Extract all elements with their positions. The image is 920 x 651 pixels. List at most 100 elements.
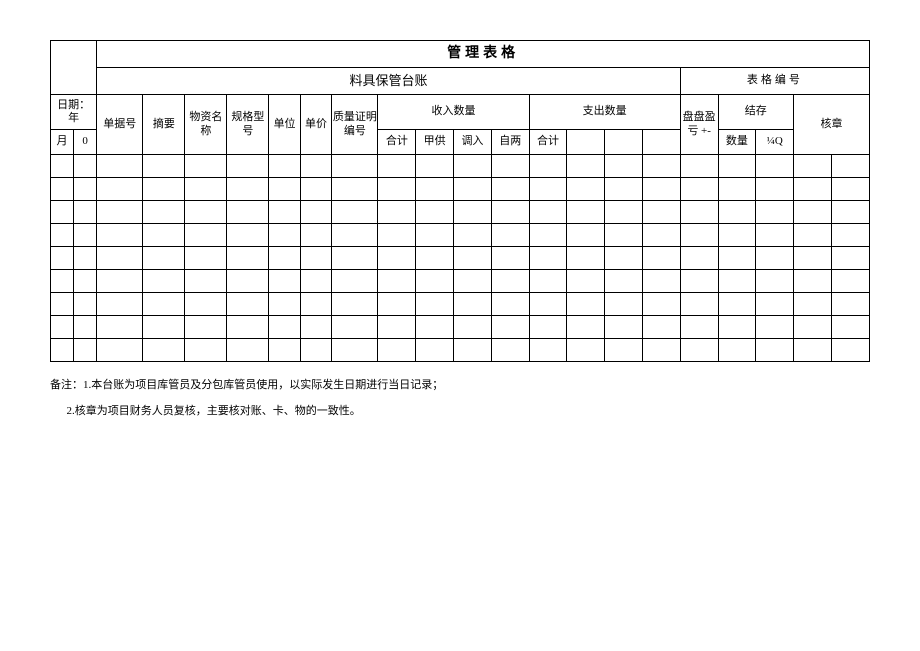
table-cell — [454, 293, 492, 316]
table-cell — [227, 224, 269, 247]
table-cell — [416, 201, 454, 224]
check-stamp-header: 核章 — [794, 95, 870, 155]
table-cell — [794, 339, 832, 362]
table-cell — [185, 247, 227, 270]
table-cell — [97, 155, 143, 178]
month-header: 月 — [51, 130, 74, 155]
table-row — [51, 155, 870, 178]
income-total-header: 合计 — [378, 130, 416, 155]
table-cell — [269, 178, 300, 201]
table-cell — [378, 178, 416, 201]
table-cell — [454, 339, 492, 362]
table-cell — [831, 178, 869, 201]
table-cell — [143, 224, 185, 247]
table-cell — [269, 224, 300, 247]
note-line-1: 1.本台账为项目库管员及分包库管员使用，以实际发生日期进行当日记录； — [83, 379, 443, 391]
table-cell — [794, 270, 832, 293]
table-cell — [605, 155, 643, 178]
table-cell — [300, 339, 331, 362]
unit-header: 单位 — [269, 95, 300, 155]
table-cell — [831, 339, 869, 362]
table-cell — [416, 247, 454, 270]
table-cell — [794, 247, 832, 270]
table-cell — [51, 270, 74, 293]
table-cell — [794, 224, 832, 247]
table-cell — [74, 224, 97, 247]
table-cell — [185, 224, 227, 247]
table-cell — [567, 178, 605, 201]
table-cell — [454, 178, 492, 201]
table-cell — [378, 339, 416, 362]
table-cell — [680, 293, 718, 316]
table-cell — [718, 224, 756, 247]
table-cell — [642, 247, 680, 270]
table-cell — [227, 339, 269, 362]
table-cell — [567, 224, 605, 247]
table-cell — [269, 293, 300, 316]
table-cell — [378, 224, 416, 247]
table-cell — [74, 339, 97, 362]
table-cell — [491, 316, 529, 339]
table-cell — [269, 270, 300, 293]
table-row — [51, 178, 870, 201]
table-cell — [454, 201, 492, 224]
table-cell — [378, 155, 416, 178]
expend-sub2-header — [605, 130, 643, 155]
table-cell — [756, 339, 794, 362]
table-cell — [529, 270, 567, 293]
table-cell — [831, 270, 869, 293]
table-cell — [831, 293, 869, 316]
table-cell — [378, 201, 416, 224]
table-cell — [605, 270, 643, 293]
table-cell — [300, 316, 331, 339]
table-cell — [51, 293, 74, 316]
balance-amount-header: ¼Q — [756, 130, 794, 155]
table-cell — [416, 178, 454, 201]
table-cell — [143, 201, 185, 224]
table-cell — [831, 247, 869, 270]
table-cell — [51, 339, 74, 362]
table-cell — [756, 178, 794, 201]
income-provided-header: 甲供 — [416, 130, 454, 155]
table-cell — [605, 339, 643, 362]
table-cell — [269, 155, 300, 178]
table-cell — [300, 155, 331, 178]
table-cell — [794, 155, 832, 178]
table-cell — [567, 247, 605, 270]
table-cell — [185, 316, 227, 339]
table-cell — [529, 339, 567, 362]
table-cell — [567, 339, 605, 362]
table-cell — [756, 201, 794, 224]
table-cell — [416, 155, 454, 178]
blank-corner — [51, 41, 97, 95]
table-row — [51, 247, 870, 270]
table-cell — [269, 201, 300, 224]
table-cell — [332, 293, 378, 316]
table-cell — [454, 247, 492, 270]
table-cell — [97, 201, 143, 224]
table-cell — [794, 178, 832, 201]
table-cell — [74, 178, 97, 201]
table-cell — [227, 155, 269, 178]
subtitle-row: 料具保管台账 表格编号 — [51, 68, 870, 95]
table-cell — [831, 155, 869, 178]
table-row — [51, 270, 870, 293]
summary-header: 摘要 — [143, 95, 185, 155]
table-cell — [51, 316, 74, 339]
table-cell — [51, 247, 74, 270]
table-cell — [680, 247, 718, 270]
quality-cert-header: 质量证明编号 — [332, 95, 378, 155]
table-cell — [680, 316, 718, 339]
table-cell — [567, 293, 605, 316]
year-unit: 年 — [68, 112, 79, 124]
table-cell — [416, 270, 454, 293]
table-cell — [718, 270, 756, 293]
table-cell — [227, 316, 269, 339]
doc-no-header: 单据号 — [97, 95, 143, 155]
table-cell — [269, 316, 300, 339]
table-cell — [143, 155, 185, 178]
title-cell: 管理表格 — [97, 41, 870, 68]
income-self-header: 自两 — [491, 130, 529, 155]
table-cell — [794, 316, 832, 339]
balance-qty-header: 数量 — [718, 130, 756, 155]
